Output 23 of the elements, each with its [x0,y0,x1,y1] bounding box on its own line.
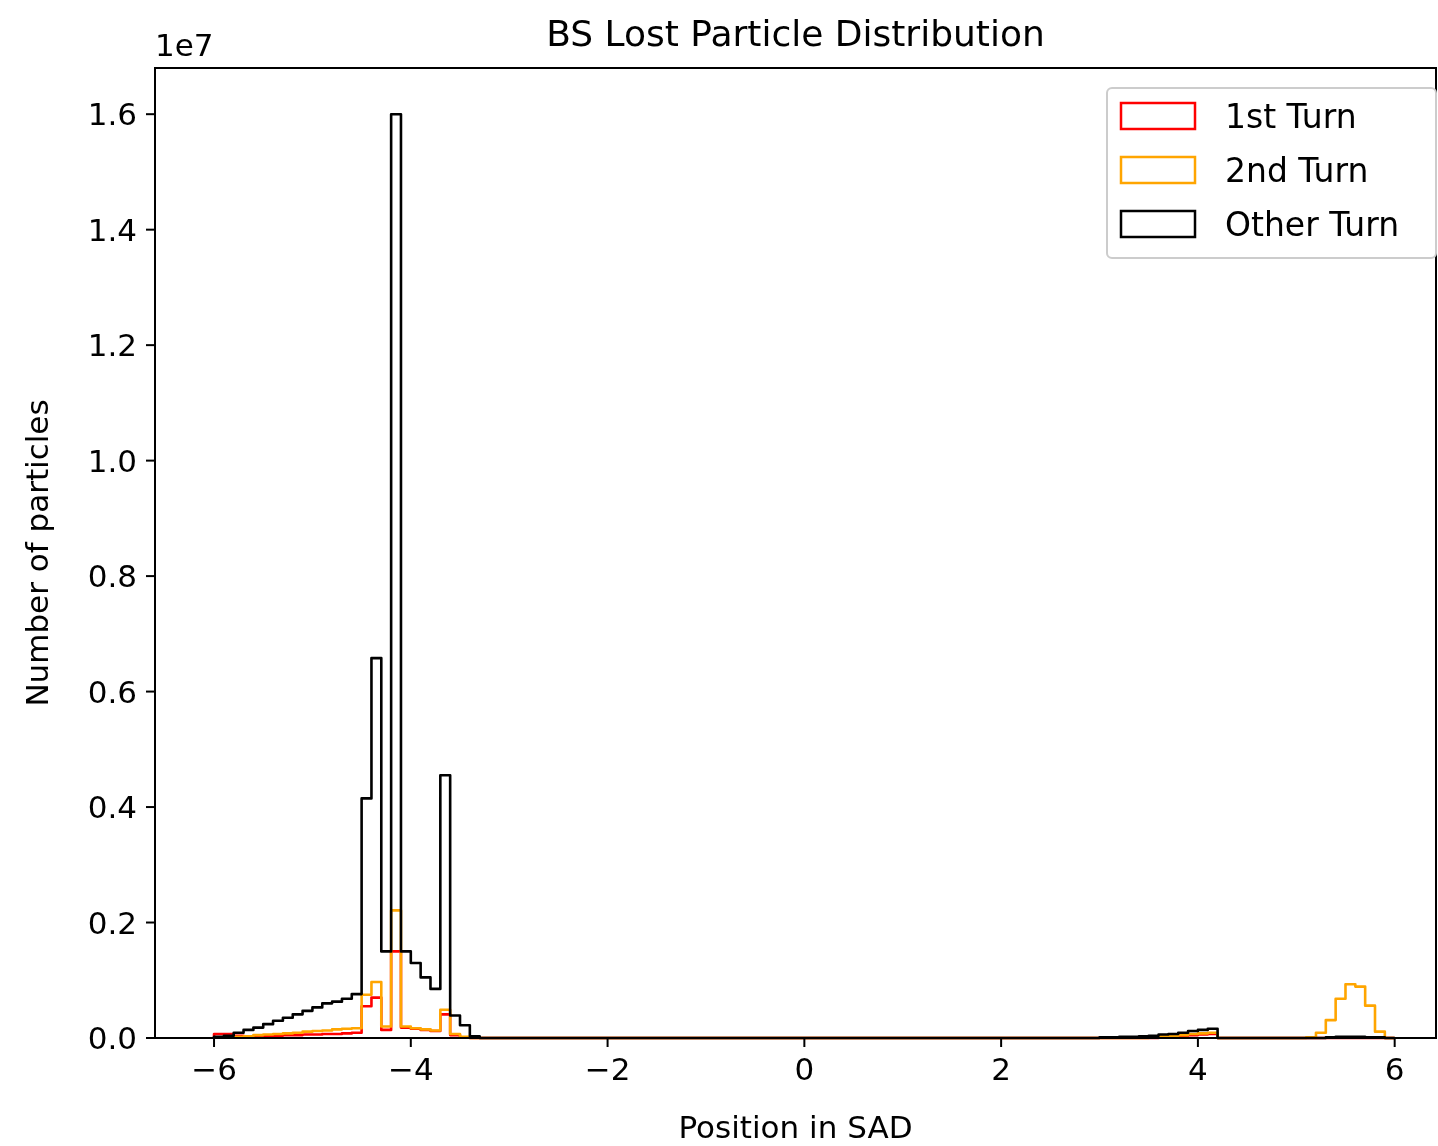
y-axis-title: Number of particles [19,399,55,707]
y-tick-label: 0.8 [87,558,137,595]
y-tick-label: 0.0 [87,1020,137,1056]
chart-title: BS Lost Particle Distribution [546,13,1045,54]
x-tick-label: 0 [794,1051,815,1087]
x-tick-label: −4 [387,1051,434,1087]
x-tick-label: 6 [1384,1051,1405,1087]
x-tick-label: 4 [1188,1051,1208,1087]
legend-label: 1st Turn [1225,97,1357,136]
x-axis-title: Position in SAD [678,1109,913,1145]
y-tick-label: 0.4 [87,789,137,826]
y-tick-label: 1.6 [87,96,137,133]
x-tick-label: −6 [191,1051,237,1087]
legend-label: Other Turn [1225,205,1400,244]
x-tick-label: −2 [584,1051,631,1087]
y-tick-label: 1.2 [87,327,137,364]
x-tick-label: 2 [991,1051,1011,1087]
y-tick-label: 0.6 [87,673,137,710]
y-tick-label: 1.0 [87,442,137,479]
text: 1e7 [155,27,214,63]
legend-label: 2nd Turn [1225,151,1369,190]
y-tick-label: 0.2 [87,904,137,941]
y-tick-label: 1.4 [87,211,137,248]
